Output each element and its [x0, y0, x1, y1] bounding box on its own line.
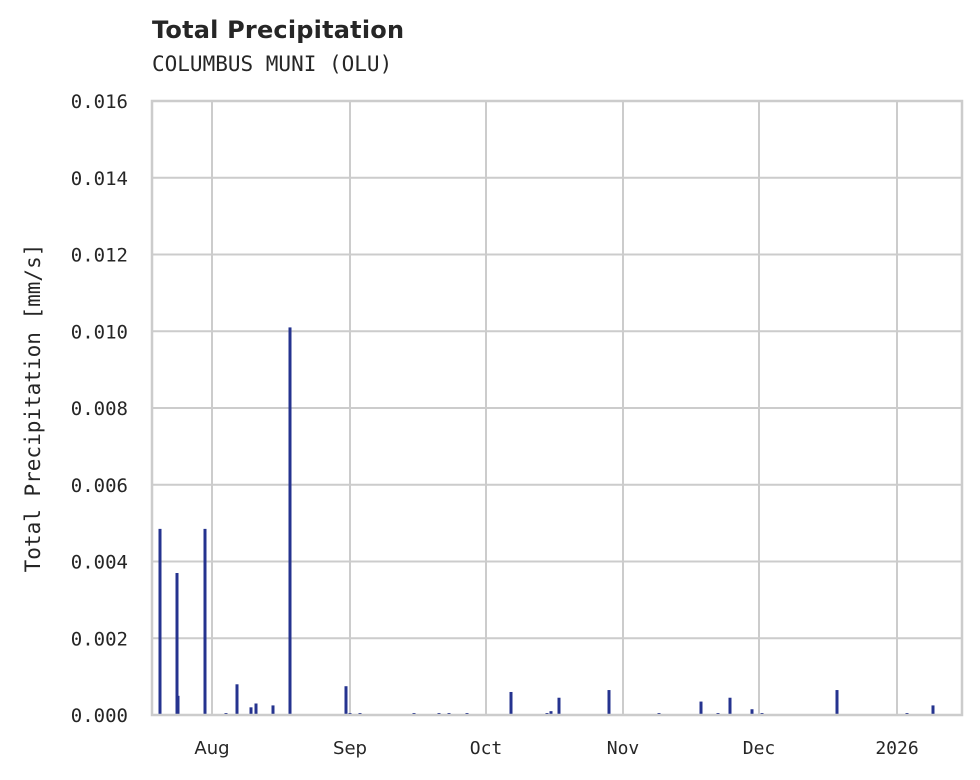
- y-tick-label: 0.010: [71, 321, 128, 343]
- precip-bar: [750, 709, 754, 715]
- y-tick-label: 0.012: [71, 245, 128, 267]
- precip-bar: [931, 705, 935, 715]
- y-tick-label: 0.008: [71, 398, 128, 420]
- precip-bar: [271, 705, 275, 715]
- y-tick-label: 0.002: [71, 628, 128, 650]
- x-axis-ticks: Aug Sep Oct Nov Dec 2026: [194, 738, 918, 759]
- precip-bar: [344, 686, 348, 715]
- x-tick-label: Sep: [333, 738, 367, 759]
- data-series: [158, 327, 935, 715]
- x-tick-label: 2026: [875, 738, 918, 759]
- chart-title: Total Precipitation: [152, 16, 405, 44]
- y-tick-label: 0.004: [71, 552, 128, 574]
- y-tick-label: 0.006: [71, 475, 128, 497]
- y-tick-label: 0.014: [71, 168, 128, 190]
- y-axis-ticks: 0.000 0.002 0.004 0.006 0.008 0.010 0.012 0.014…: [71, 91, 128, 727]
- y-tick-label: 0.016: [71, 91, 128, 113]
- precip-bar: [254, 703, 258, 715]
- grid-lines: [152, 100, 962, 716]
- precip-bar: [235, 684, 239, 715]
- precip-bar: [288, 327, 292, 715]
- precip-bar: [249, 707, 253, 715]
- precip-bar: [509, 691, 513, 715]
- y-axis-label: Total Precipitation [mm/s]: [21, 244, 45, 573]
- precip-bar: [549, 711, 553, 715]
- precip-bar: [176, 695, 180, 715]
- x-tick-label: Oct: [470, 738, 503, 759]
- plot-frame: [150, 99, 964, 717]
- precip-bar: [175, 573, 179, 715]
- y-tick-label: 0.000: [71, 705, 128, 727]
- precip-bar: [158, 528, 162, 715]
- precip-bar: [607, 690, 611, 715]
- precip-bar: [728, 697, 732, 715]
- precip-bar: [699, 701, 703, 715]
- x-tick-label: Dec: [743, 738, 776, 759]
- precip-bar: [203, 528, 207, 715]
- precip-bar: [835, 690, 839, 715]
- precip-bar: [557, 697, 561, 715]
- x-tick-label: Nov: [607, 738, 640, 759]
- x-tick-label: Aug: [194, 738, 229, 759]
- chart-subtitle: COLUMBUS MUNI (OLU): [152, 52, 393, 76]
